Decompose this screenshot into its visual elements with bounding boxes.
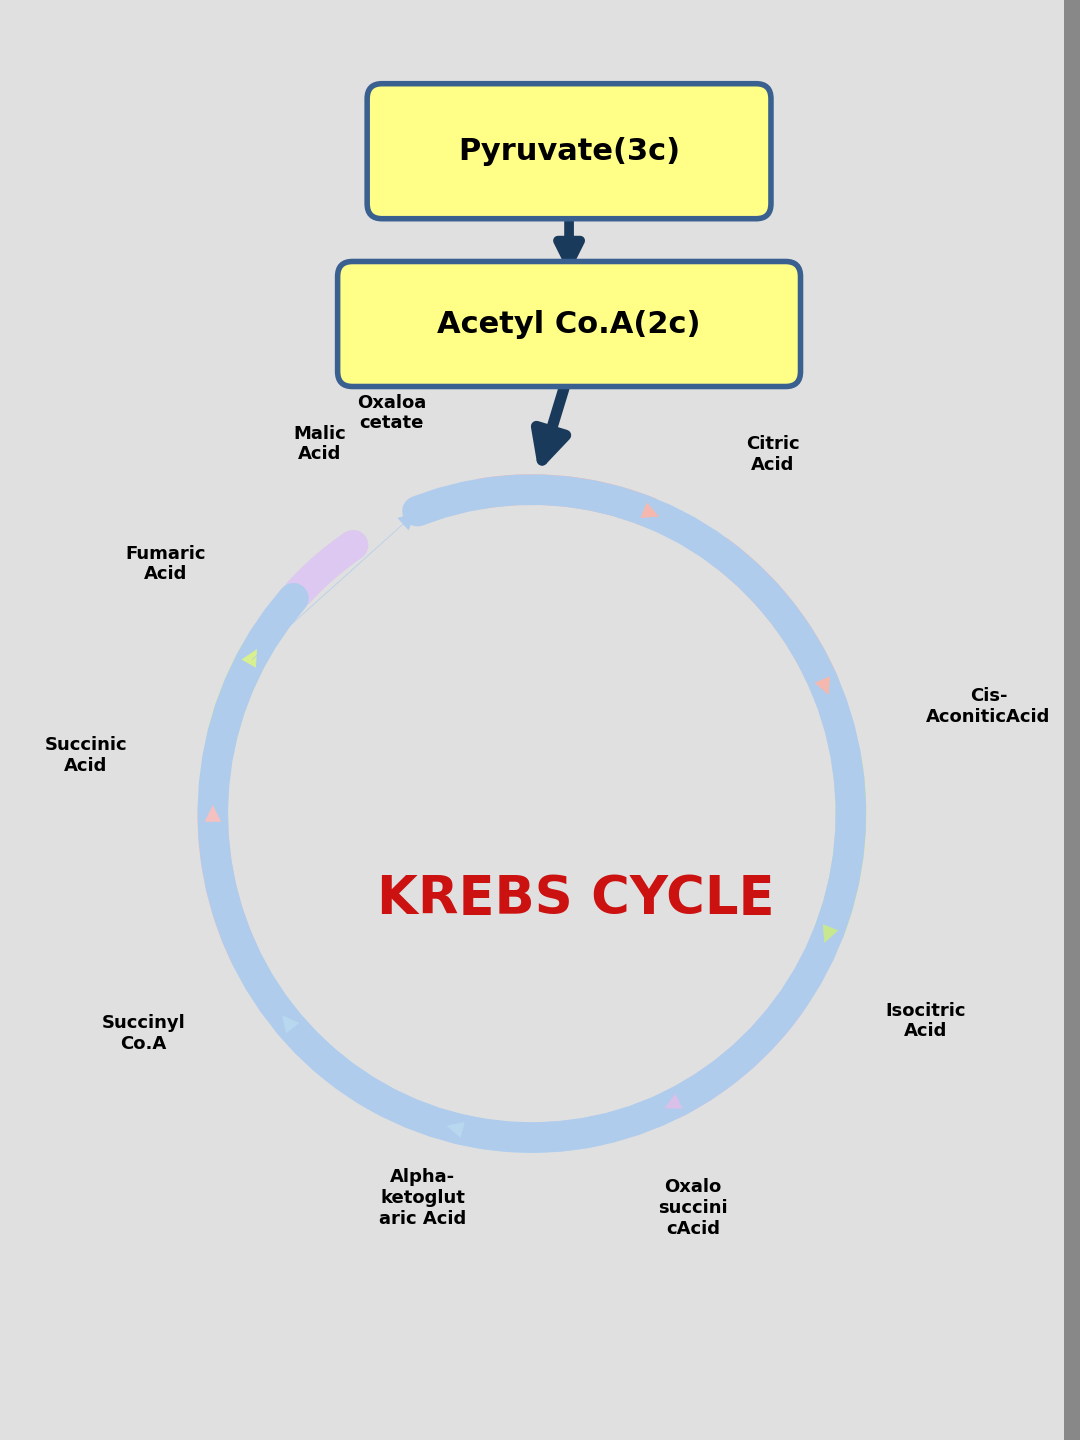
Ellipse shape <box>283 389 781 994</box>
Text: Isocitric
Acid: Isocitric Acid <box>886 1002 967 1040</box>
Text: Succinyl
Co.A: Succinyl Co.A <box>102 1014 186 1053</box>
Ellipse shape <box>133 204 931 1178</box>
Ellipse shape <box>239 334 825 1048</box>
Text: KREBS CYCLE: KREBS CYCLE <box>377 873 775 924</box>
Ellipse shape <box>451 593 612 789</box>
Text: Malic
Acid: Malic Acid <box>294 425 347 464</box>
Ellipse shape <box>70 130 994 1253</box>
Text: Cis-
AconiticAcid: Cis- AconiticAcid <box>927 687 1051 726</box>
Ellipse shape <box>327 442 737 940</box>
Ellipse shape <box>44 96 1020 1286</box>
Text: Fumaric
Acid: Fumaric Acid <box>125 544 205 583</box>
Ellipse shape <box>354 475 710 907</box>
Ellipse shape <box>487 636 577 746</box>
Ellipse shape <box>221 312 842 1070</box>
Ellipse shape <box>310 420 754 962</box>
Ellipse shape <box>167 248 895 1135</box>
Ellipse shape <box>159 238 905 1145</box>
Text: Oxaloa
cetate: Oxaloa cetate <box>356 393 427 432</box>
Ellipse shape <box>424 562 638 821</box>
Ellipse shape <box>266 367 798 1015</box>
Ellipse shape <box>514 670 550 713</box>
Ellipse shape <box>496 648 568 734</box>
Ellipse shape <box>319 432 745 950</box>
Ellipse shape <box>194 281 869 1102</box>
Ellipse shape <box>141 216 922 1166</box>
Ellipse shape <box>274 377 789 1005</box>
Ellipse shape <box>26 75 1038 1308</box>
Ellipse shape <box>186 269 878 1113</box>
Ellipse shape <box>62 118 1002 1264</box>
Ellipse shape <box>478 626 585 756</box>
Ellipse shape <box>301 410 762 972</box>
Ellipse shape <box>346 464 718 919</box>
Ellipse shape <box>0 0 1080 1404</box>
Ellipse shape <box>407 540 657 842</box>
Text: Pyruvate(3c): Pyruvate(3c) <box>458 137 680 166</box>
Ellipse shape <box>257 356 807 1027</box>
Ellipse shape <box>97 161 967 1221</box>
Ellipse shape <box>0 10 1080 1372</box>
Text: Oxalo
succini
cAcid: Oxalo succini cAcid <box>658 1178 728 1238</box>
Ellipse shape <box>177 259 887 1123</box>
Ellipse shape <box>230 324 834 1058</box>
Ellipse shape <box>89 151 975 1231</box>
Text: Citric
Acid: Citric Acid <box>746 435 799 474</box>
Text: Succinic
Acid: Succinic Acid <box>44 736 127 775</box>
Ellipse shape <box>434 572 630 811</box>
Ellipse shape <box>35 86 1029 1296</box>
Ellipse shape <box>79 140 984 1243</box>
Ellipse shape <box>380 507 683 876</box>
Ellipse shape <box>0 22 1080 1361</box>
Ellipse shape <box>363 485 701 897</box>
Ellipse shape <box>114 183 949 1200</box>
Ellipse shape <box>213 302 851 1080</box>
Ellipse shape <box>150 226 914 1156</box>
Ellipse shape <box>399 528 665 854</box>
Ellipse shape <box>523 680 541 703</box>
Ellipse shape <box>9 53 1055 1329</box>
Ellipse shape <box>0 32 1074 1351</box>
Text: Alpha-
ketoglut
aric Acid: Alpha- ketoglut aric Acid <box>379 1168 467 1228</box>
